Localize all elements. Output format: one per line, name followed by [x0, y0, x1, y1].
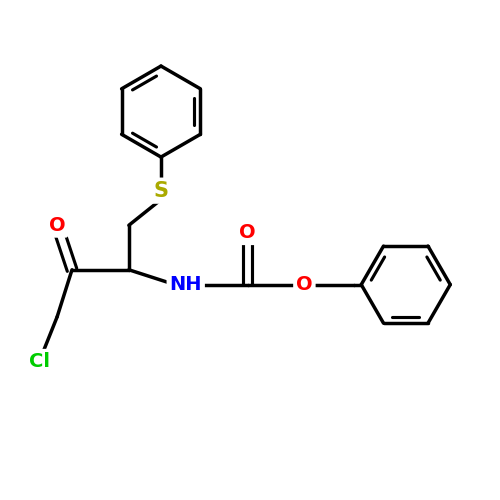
Text: O: O	[239, 223, 256, 242]
Text: Cl: Cl	[30, 352, 50, 371]
Text: NH: NH	[170, 275, 202, 294]
Text: O: O	[49, 216, 66, 235]
Text: O: O	[296, 275, 312, 294]
Text: S: S	[154, 180, 168, 201]
